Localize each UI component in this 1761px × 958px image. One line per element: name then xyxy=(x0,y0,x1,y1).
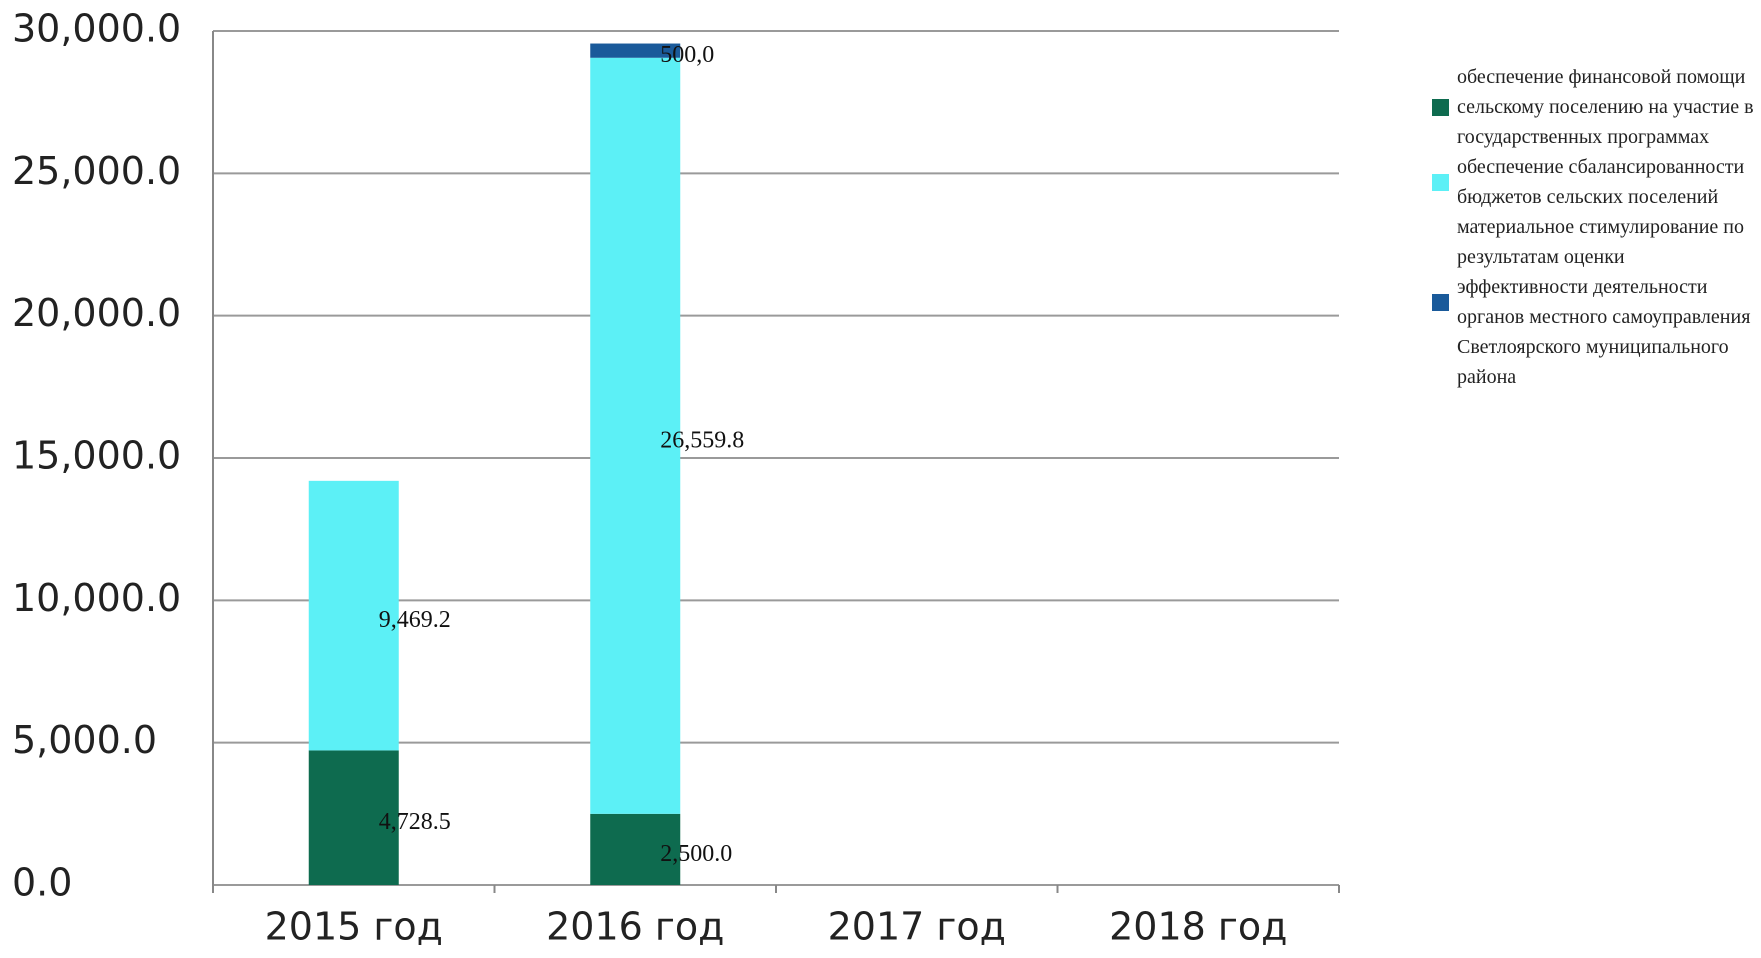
data-label: 2,500.0 xyxy=(660,841,732,867)
y-tick-label: 20,000.0 xyxy=(12,291,181,335)
legend-entry: обеспечение сбалансированности бюджетов … xyxy=(1432,152,1757,212)
bar-segment xyxy=(590,43,681,58)
x-tick-label: 2018 год xyxy=(1109,905,1287,949)
x-tick-label: 2016 год xyxy=(546,905,724,949)
legend-label: обеспечение сбалансированности бюджетов … xyxy=(1457,156,1745,208)
legend-swatch xyxy=(1432,173,1449,191)
y-tick-label: 0.0 xyxy=(12,861,72,905)
legend-entry: материальное стимулирование по результат… xyxy=(1432,212,1757,392)
x-tick-label: 2015 год xyxy=(265,905,443,949)
legend-swatch xyxy=(1432,98,1449,116)
data-label: 9,469.2 xyxy=(379,607,451,633)
bar-segment xyxy=(590,57,681,814)
y-tick-label: 15,000.0 xyxy=(12,434,181,478)
y-tick-label: 10,000.0 xyxy=(12,576,181,620)
y-tick-label: 30,000.0 xyxy=(12,7,181,51)
data-label: 500,0 xyxy=(660,42,714,68)
y-tick-label: 25,000.0 xyxy=(12,149,181,193)
legend: обеспечение финансовой помощи сельскому … xyxy=(1432,62,1757,392)
legend-entry: обеспечение финансовой помощи сельскому … xyxy=(1432,62,1757,152)
x-tick-label: 2017 год xyxy=(828,905,1006,949)
legend-label: материальное стимулирование по результат… xyxy=(1457,216,1751,388)
bar-segment xyxy=(590,813,681,885)
bar-segment xyxy=(308,750,399,885)
y-tick-label: 5,000.0 xyxy=(12,718,157,762)
data-label: 4,728.5 xyxy=(379,809,451,835)
bar-segment xyxy=(308,480,399,751)
data-label: 26,559.8 xyxy=(660,427,744,453)
legend-swatch xyxy=(1432,293,1449,311)
legend-label: обеспечение финансовой помощи сельскому … xyxy=(1457,66,1754,148)
